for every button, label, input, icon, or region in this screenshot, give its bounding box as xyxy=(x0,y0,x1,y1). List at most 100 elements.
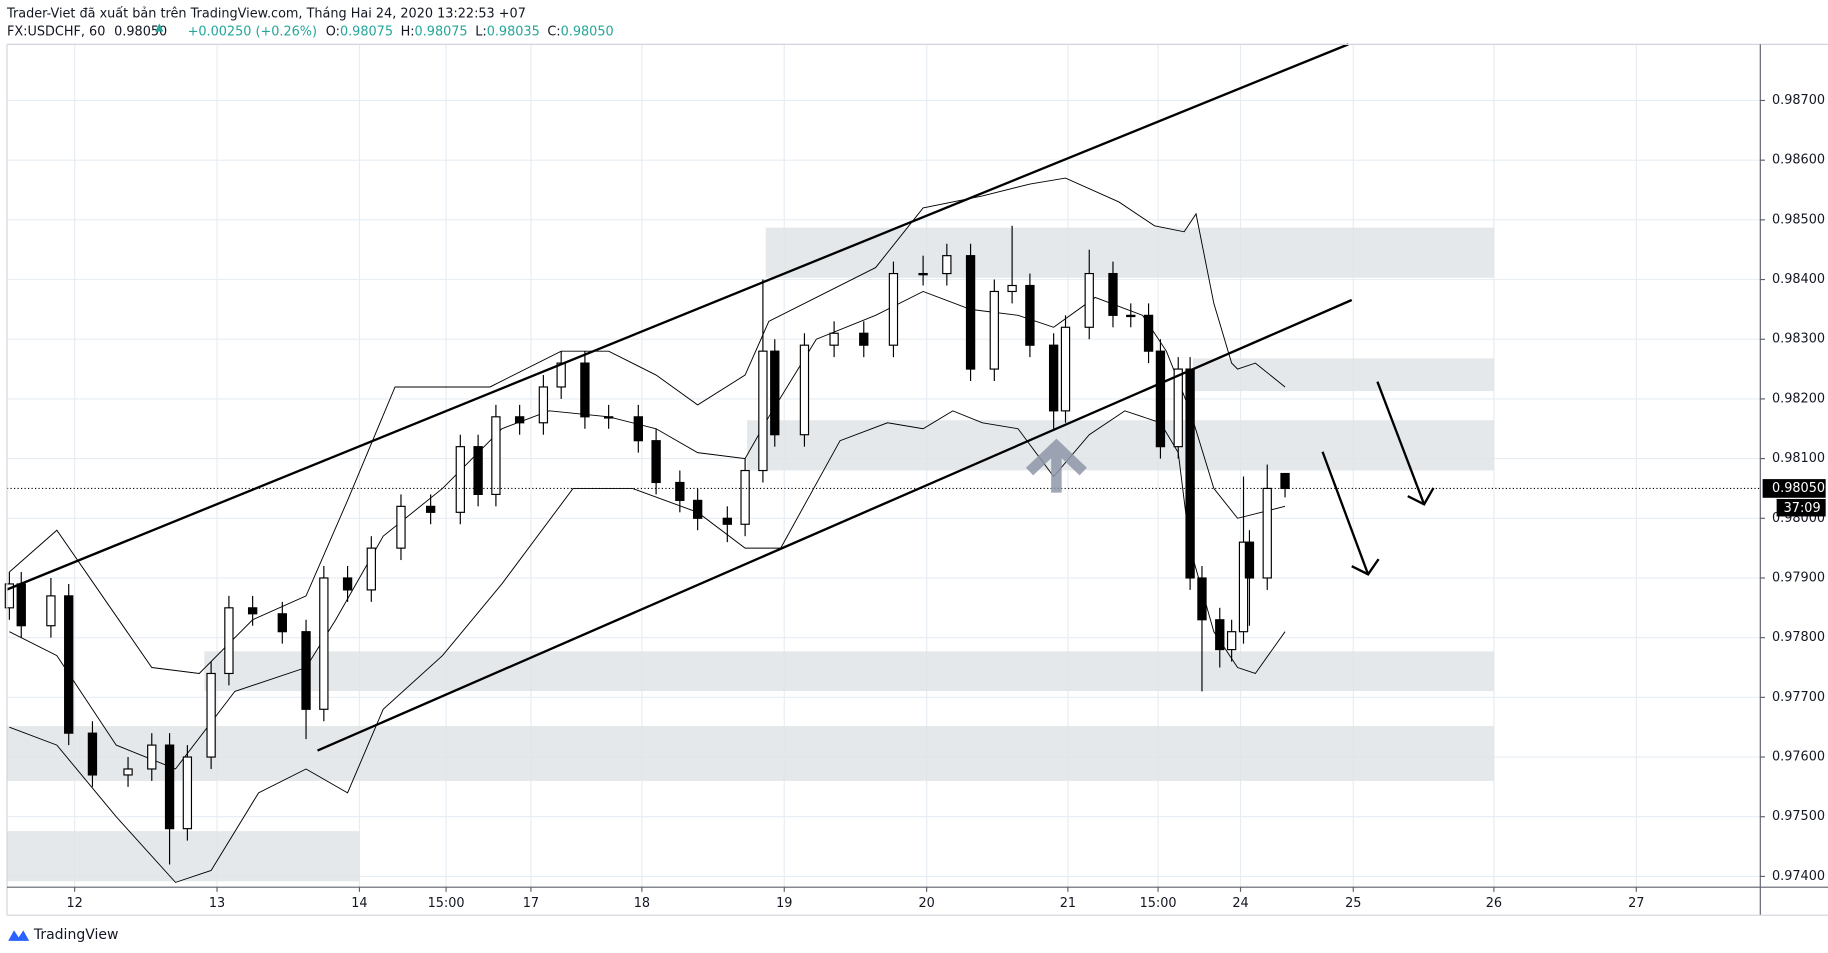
candle-body xyxy=(1185,368,1195,579)
candle-body xyxy=(366,547,376,591)
candle-body xyxy=(1143,314,1154,352)
axes: 0.97400 0.97500 0.97600 0.97700 0.97800 0.979… xyxy=(66,93,1826,911)
brand-logo xyxy=(8,930,30,941)
candle-body xyxy=(301,631,311,710)
y-tick-label: 0.97800 xyxy=(1772,630,1825,645)
candle-body xyxy=(1126,314,1136,318)
candle-body xyxy=(473,446,483,495)
last-price-box xyxy=(1762,479,1826,498)
candle-body xyxy=(1226,631,1237,651)
countdown: 37:09 xyxy=(1784,501,1821,516)
arrow xyxy=(1376,381,1426,505)
x-tick-label: 15:00 xyxy=(428,896,465,911)
candle-body xyxy=(396,505,406,549)
candle-body xyxy=(182,756,193,830)
zone xyxy=(765,227,1495,278)
y-tick-label: 0.98100 xyxy=(1772,451,1825,466)
candle-body xyxy=(740,469,750,525)
candle-body xyxy=(1060,326,1071,412)
candle-body xyxy=(1048,344,1059,412)
y-tick-label: 0.97500 xyxy=(1772,809,1825,824)
candle-body xyxy=(989,290,999,370)
channel-line xyxy=(317,298,1353,752)
zone xyxy=(204,651,1495,692)
candle-body xyxy=(1280,472,1290,490)
candle-body xyxy=(277,613,287,633)
x-tick-label: 25 xyxy=(1345,896,1361,911)
x-tick-label: 27 xyxy=(1628,896,1644,911)
candle-body xyxy=(224,607,234,675)
candle-body xyxy=(164,744,175,830)
candle-body xyxy=(1084,272,1094,328)
symbol: FX:USDCHF, 60 xyxy=(7,24,105,39)
candle-body xyxy=(722,517,732,525)
last-price-label: 0.98050 xyxy=(1772,481,1825,496)
candle-body xyxy=(675,481,685,501)
plot xyxy=(4,177,1761,883)
y-tick-label: 0.98400 xyxy=(1772,272,1825,287)
candle-body xyxy=(1173,368,1183,448)
arrow xyxy=(1321,451,1370,575)
candle-body xyxy=(942,255,952,275)
y-tick-label: 0.97400 xyxy=(1772,869,1825,884)
x-tick-label: 18 xyxy=(634,896,650,911)
candle-body xyxy=(1155,350,1166,448)
y-tick-label: 0.97600 xyxy=(1772,750,1825,765)
ohlc-label: H: xyxy=(401,24,415,39)
candle-body xyxy=(1007,284,1017,293)
y-tick-label: 0.98600 xyxy=(1772,153,1825,168)
publish-info: Trader-Viet đã xuất bản trên TradingView… xyxy=(6,7,526,22)
x-tick-label: 17 xyxy=(523,896,539,911)
candle-body xyxy=(87,732,98,776)
candle-body xyxy=(4,583,15,609)
y-tick-label: 0.97700 xyxy=(1772,690,1825,705)
candle-body xyxy=(123,768,133,776)
x-tick-label: 12 xyxy=(66,896,82,911)
drawings xyxy=(6,43,1435,752)
candle-body xyxy=(651,440,661,484)
zone xyxy=(1192,358,1495,392)
candle-body xyxy=(455,446,465,513)
ohlc-value: 0.98075 xyxy=(415,24,468,39)
candle-body xyxy=(1215,619,1225,651)
ohlc-label: L: xyxy=(475,24,486,39)
ohlc-label: O: xyxy=(326,24,340,39)
candle-body xyxy=(319,577,329,710)
candle-body xyxy=(918,272,928,276)
change: +0.00250 (+0.26%) xyxy=(188,24,317,39)
last-price-text: 0.98050 xyxy=(114,24,167,39)
candle-body xyxy=(491,416,501,495)
candle-body xyxy=(1262,487,1272,579)
candle-body xyxy=(514,416,525,424)
y-tick-label: 0.98700 xyxy=(1772,93,1825,108)
candle-body xyxy=(633,416,643,442)
y-tick-label: 0.97900 xyxy=(1772,570,1825,585)
candle-body xyxy=(16,583,26,627)
ohlc-value: 0.98050 xyxy=(561,24,614,39)
candle-body xyxy=(580,362,590,418)
x-tick-label: 15:00 xyxy=(1140,896,1177,911)
candle-body xyxy=(46,595,56,627)
bollinger-band xyxy=(9,177,1286,674)
x-tick-label: 26 xyxy=(1486,896,1502,911)
arrow-head xyxy=(1407,487,1435,506)
candle-body xyxy=(206,672,216,758)
zones xyxy=(7,227,1495,882)
arrow-head xyxy=(1351,558,1380,576)
ohlc-label: C: xyxy=(547,24,560,39)
candle-body xyxy=(770,350,780,436)
candle-body xyxy=(888,272,899,346)
zone xyxy=(747,420,1495,471)
candle-body xyxy=(829,332,839,346)
x-tick-label: 19 xyxy=(776,896,792,911)
candle-body xyxy=(1108,272,1118,316)
channel-line xyxy=(6,43,1349,591)
candle-body xyxy=(859,332,869,346)
candle-body xyxy=(425,505,436,513)
candle-body xyxy=(342,577,353,591)
symbol-line: FX:USDCHF, 60 0.98050 +0.00250 (+0.26%) … xyxy=(7,24,614,39)
candle-body xyxy=(538,386,549,424)
candle-body xyxy=(603,416,614,419)
candle-body xyxy=(1197,577,1207,621)
